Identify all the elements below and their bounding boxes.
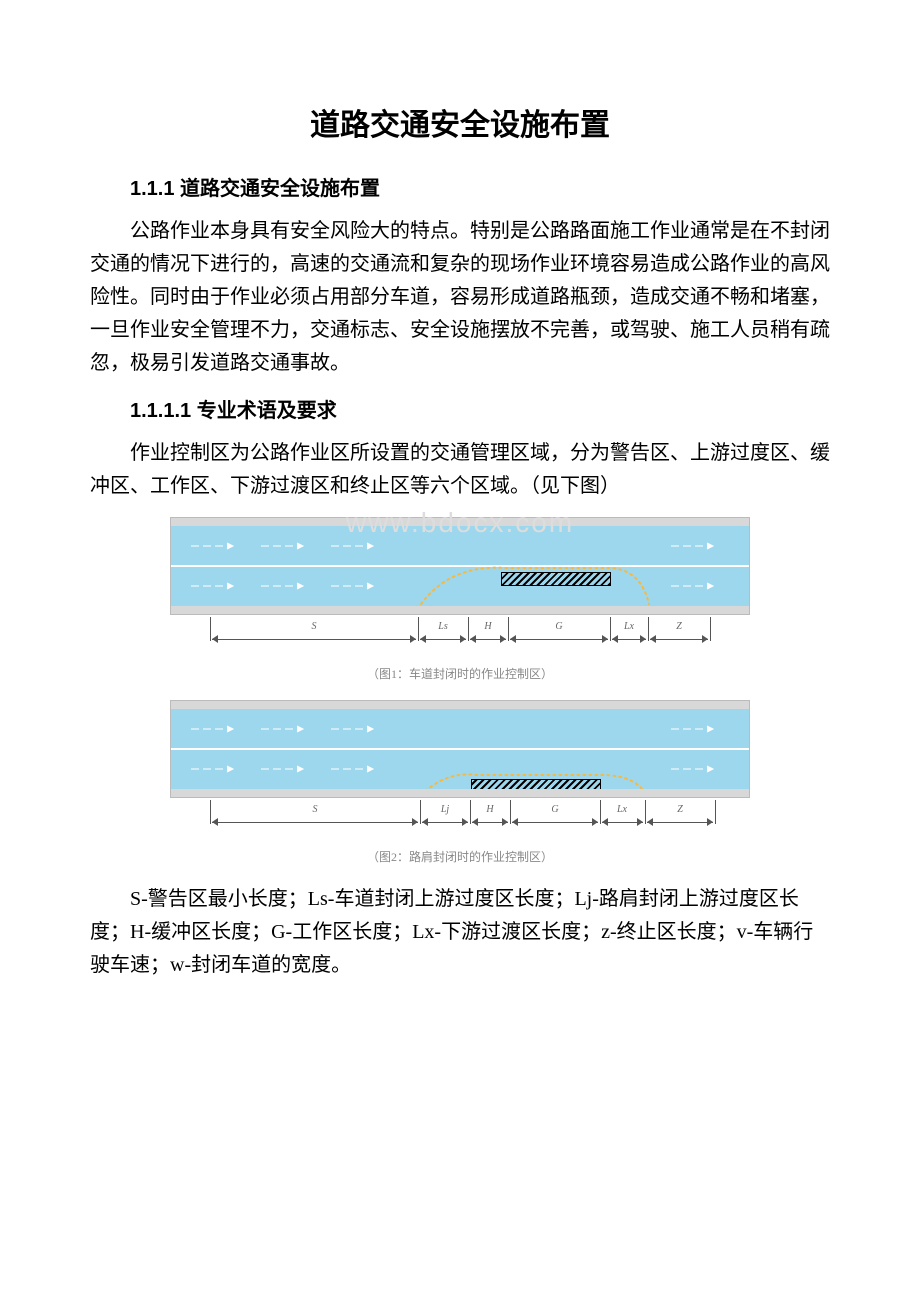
- section-heading-1: 1.1.1 道路交通安全设施布置: [90, 172, 830, 201]
- dimension-label: Z: [677, 804, 683, 815]
- dimension-line: [420, 639, 466, 640]
- figure-2-shoulder-top: [171, 701, 749, 709]
- dimension-tick: [210, 800, 211, 824]
- dimension-tick: [470, 800, 471, 824]
- section-heading-2: 1.1.1.1 专业术语及要求: [90, 394, 830, 423]
- dimension-line: [650, 639, 708, 640]
- dimension-tick: [715, 800, 716, 824]
- dimension-label: S: [312, 621, 317, 632]
- dimension-line: [512, 822, 598, 823]
- dimension-tick: [510, 800, 511, 824]
- dimension-tick: [600, 800, 601, 824]
- paragraph-3: S-警告区最小长度；Ls-车道封闭上游过度区长度；Lj-路肩封闭上游过度区长度；…: [90, 883, 830, 982]
- dimension-label: S: [313, 804, 318, 815]
- figure-2-cone-curve: [171, 709, 749, 789]
- dimension-tick: [420, 800, 421, 824]
- figure-1-shoulder-bottom: [171, 606, 749, 614]
- dimension-line: [602, 822, 643, 823]
- figure-2: S Lj H G Lx Z: [170, 700, 750, 838]
- dimension-line: [470, 639, 506, 640]
- dimension-label: Z: [676, 621, 682, 632]
- figure-2-workzone-hatched: [471, 779, 601, 789]
- dimension-tick: [418, 617, 419, 641]
- dimension-label: Ls: [438, 621, 447, 632]
- dimension-label: H: [486, 804, 493, 815]
- figure-2-shoulder-bottom: [171, 789, 749, 797]
- dimension-line: [472, 822, 508, 823]
- dimension-tick: [645, 800, 646, 824]
- dimension-line: [612, 639, 646, 640]
- dimension-line: [647, 822, 713, 823]
- dimension-line: [510, 639, 608, 640]
- dimension-label: Lj: [441, 804, 449, 815]
- figure-1-caption: （图1：车道封闭时的作业控制区）: [90, 665, 830, 682]
- dimension-tick: [508, 617, 509, 641]
- dimension-line: [422, 822, 468, 823]
- dimension-tick: [610, 617, 611, 641]
- dimension-tick: [710, 617, 711, 641]
- figure-1-workzone-hatched: [501, 572, 611, 586]
- dimension-label: Lx: [617, 804, 627, 815]
- page-title: 道路交通安全设施布置: [90, 100, 830, 144]
- dimension-label: H: [484, 621, 491, 632]
- figure-1-dimensions: S Ls H G Lx Z: [170, 617, 750, 655]
- figure-1: www.bdocx.com: [170, 517, 750, 655]
- watermark-text: www.bdocx.com: [346, 507, 574, 539]
- dimension-label: G: [551, 804, 558, 815]
- figure-2-road: [170, 700, 750, 798]
- dimension-line: [212, 822, 418, 823]
- paragraph-2: 作业控制区为公路作业区所设置的交通管理区域，分为警告区、上游过度区、缓冲区、工作…: [90, 437, 830, 503]
- figure-2-dimensions: S Lj H G Lx Z: [170, 800, 750, 838]
- figure-2-caption: （图2：路肩封闭时的作业控制区）: [90, 848, 830, 865]
- dimension-tick: [210, 617, 211, 641]
- figure-2-lanes: [171, 709, 749, 789]
- dimension-tick: [468, 617, 469, 641]
- dimension-line: [212, 639, 416, 640]
- dimension-label: G: [555, 621, 562, 632]
- paragraph-1: 公路作业本身具有安全风险大的特点。特别是公路路面施工作业通常是在不封闭交通的情况…: [90, 215, 830, 380]
- dimension-label: Lx: [624, 621, 634, 632]
- dimension-tick: [648, 617, 649, 641]
